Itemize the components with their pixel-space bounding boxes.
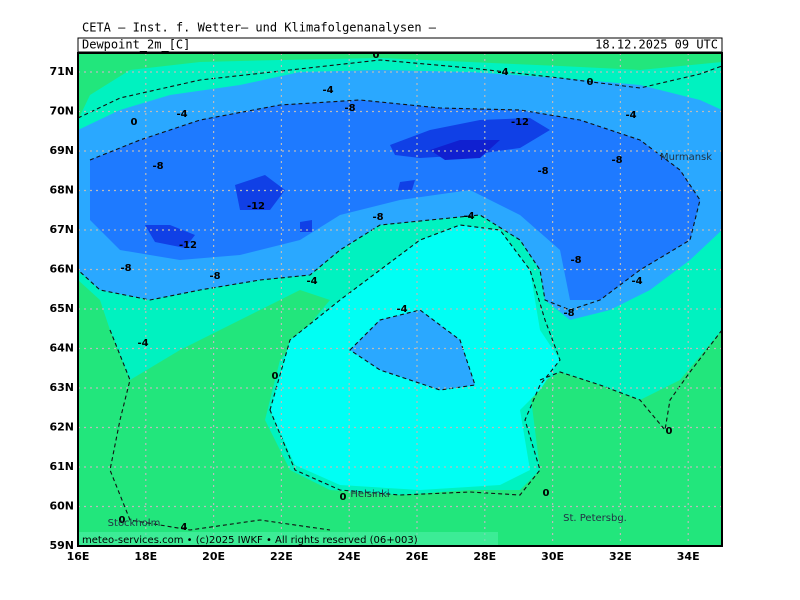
contour-label: -4 (463, 211, 474, 222)
lat-label: 70N (49, 105, 74, 118)
lon-label: 34E (677, 550, 700, 563)
lat-label: 64N (49, 342, 74, 355)
city-label: Stockholm (108, 518, 161, 529)
contour-label: -8 (570, 255, 581, 266)
city-label: Helsinki (350, 489, 389, 500)
contour-label: -4 (137, 338, 148, 349)
contour-label: -4 (176, 109, 187, 120)
contour-label: -4 (322, 85, 333, 96)
contour-label: -12 (179, 240, 197, 251)
contour-label: -8 (537, 166, 548, 177)
lat-label: 60N (49, 500, 74, 513)
lat-label: 62N (49, 421, 74, 434)
contour-label: -8 (209, 271, 220, 282)
lat-label: 67N (49, 223, 74, 236)
institute: CETA — Inst. f. Wetter— und Klimafolgena… (82, 21, 437, 35)
lat-label: 61N (49, 460, 74, 473)
contour-label: -12 (511, 117, 529, 128)
city-label: St. Petersbg. (563, 513, 627, 524)
contour-label: -8 (611, 155, 622, 166)
contour-label: -12 (247, 201, 265, 212)
lat-label: 63N (49, 381, 74, 394)
lat-label: 69N (49, 144, 74, 157)
contour-label: 0 (666, 426, 673, 437)
lat-label: 59N (49, 539, 74, 552)
lat-label: 66N (49, 263, 74, 276)
contour-label: 0 (543, 488, 550, 499)
valid-time: 18.12.2025 09 UTC (595, 38, 718, 52)
lon-label: 24E (338, 550, 361, 563)
lon-label: 32E (609, 550, 632, 563)
contour-label: 0 (119, 515, 126, 526)
lon-label: 18E (134, 550, 157, 563)
lat-label: 71N (49, 65, 74, 78)
footer: meteo-services.com • (c)2025 IWKF • All … (82, 535, 418, 546)
city-label: Murmansk (660, 152, 712, 163)
lon-label: 28E (473, 550, 496, 563)
lat-label: 65N (49, 302, 74, 315)
contour-label: 0 (373, 50, 380, 61)
contour-label: -4 (396, 304, 407, 315)
lon-label: 20E (202, 550, 225, 563)
lat-label: 68N (49, 184, 74, 197)
contour-label: 4 (181, 522, 188, 533)
contour-label: 0 (272, 371, 279, 382)
contour-label: -4 (497, 67, 508, 78)
lon-label: 16E (67, 550, 90, 563)
variable: Dewpoint_2m_[C] (82, 38, 190, 52)
contour-label: -8 (120, 263, 131, 274)
map-frame (77, 52, 723, 547)
lon-label: 30E (541, 550, 564, 563)
contour-label: -4 (625, 110, 636, 121)
lon-label: 26E (406, 550, 429, 563)
contour-label: -4 (631, 276, 642, 287)
contour-label: 0 (587, 77, 594, 88)
contour-label: 0 (340, 492, 347, 503)
contour-label: -8 (344, 103, 355, 114)
lon-label: 22E (270, 550, 293, 563)
contour-label: -8 (372, 212, 383, 223)
contour-label: -8 (563, 308, 574, 319)
map-area: meteo-services.com • (c)2025 IWKF • All … (78, 50, 722, 546)
contour-label: -4 (306, 276, 317, 287)
contour-label: -8 (152, 161, 163, 172)
contour-label: 0 (131, 117, 138, 128)
